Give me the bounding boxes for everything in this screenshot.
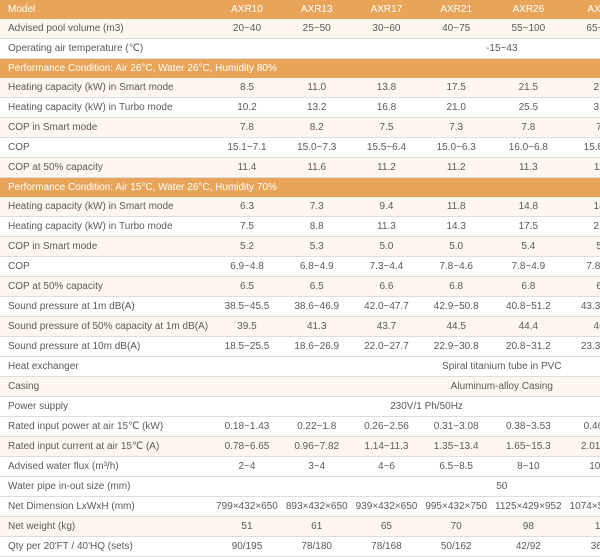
table-row: Net weight (kg)5161657098102111126 xyxy=(0,517,600,537)
table-row: Rated input power at air 15℃ (kW)0.18~1.… xyxy=(0,417,600,437)
table-row: Heat exchangerSpiral titanium tube in PV… xyxy=(0,357,600,377)
table-row: COP in Smart mode7.88.27.57.37.87.47.47.… xyxy=(0,118,600,138)
table-row: Sound pressure of 50% capacity at 1m dB(… xyxy=(0,317,600,337)
table-row: COP in Smart mode5.25.35.05.05.45.35.35.… xyxy=(0,237,600,257)
table-row: Power supply230V/1 Ph/50Hz400V/3 Ph/50Hz xyxy=(0,397,600,417)
table-row: Heating capacity (kW) in Smart mode8.511… xyxy=(0,78,600,98)
table-row: Heating capacity (kW) in Turbo mode10.21… xyxy=(0,98,600,118)
table-row: Rated input current at air 15℃ (A)0.78~6… xyxy=(0,437,600,457)
section-header: Performance Condition: Air 15°C, Water 2… xyxy=(0,178,600,198)
table-row: Sound pressure at 1m dB(A)38.5~45.538.6~… xyxy=(0,297,600,317)
table-row: Operating air temperature (℃)-15~43 xyxy=(0,39,600,59)
table-row: COP at 50% capacity6.56.56.66.86.86.86.8… xyxy=(0,277,600,297)
table-row: Sound pressure at 10m dB(A)18.5~25.518.6… xyxy=(0,337,600,357)
section-header: Performance Condition: Air 26°C, Water 2… xyxy=(0,59,600,79)
table-row: COP at 50% capacity11.411.611.211.211.31… xyxy=(0,158,600,178)
header-row: ModelAXR10AXR13AXR17AXR21AXR26AXR32AXR32… xyxy=(0,0,600,19)
table-row: COP15.1~7.115.0~7.315.5~6.415.0~6.316.0~… xyxy=(0,138,600,158)
table-row: COP6.9~4.86.8~4.97.3~4.47.8~4.67.8~4.97.… xyxy=(0,257,600,277)
table-row: Heating capacity (kW) in Turbo mode7.58.… xyxy=(0,217,600,237)
table-row: Advised pool volume (m3)20~4025~5030~604… xyxy=(0,19,600,39)
table-row: Water pipe in-out size (mm)50 xyxy=(0,477,600,497)
table-row: Net Dimension LxWxH (mm)799×432×650893×4… xyxy=(0,497,600,517)
table-row: Qty per 20'FT / 40'HQ (sets)90/19578/180… xyxy=(0,537,600,557)
spec-table: ModelAXR10AXR13AXR17AXR21AXR26AXR32AXR32… xyxy=(0,0,600,557)
table-row: CasingAluminum-alloy Casing xyxy=(0,377,600,397)
table-row: Advised water flux (m³/h)2~43~44~66.5~8.… xyxy=(0,457,600,477)
table-row: Heating capacity (kW) in Smart mode6.37.… xyxy=(0,197,600,217)
